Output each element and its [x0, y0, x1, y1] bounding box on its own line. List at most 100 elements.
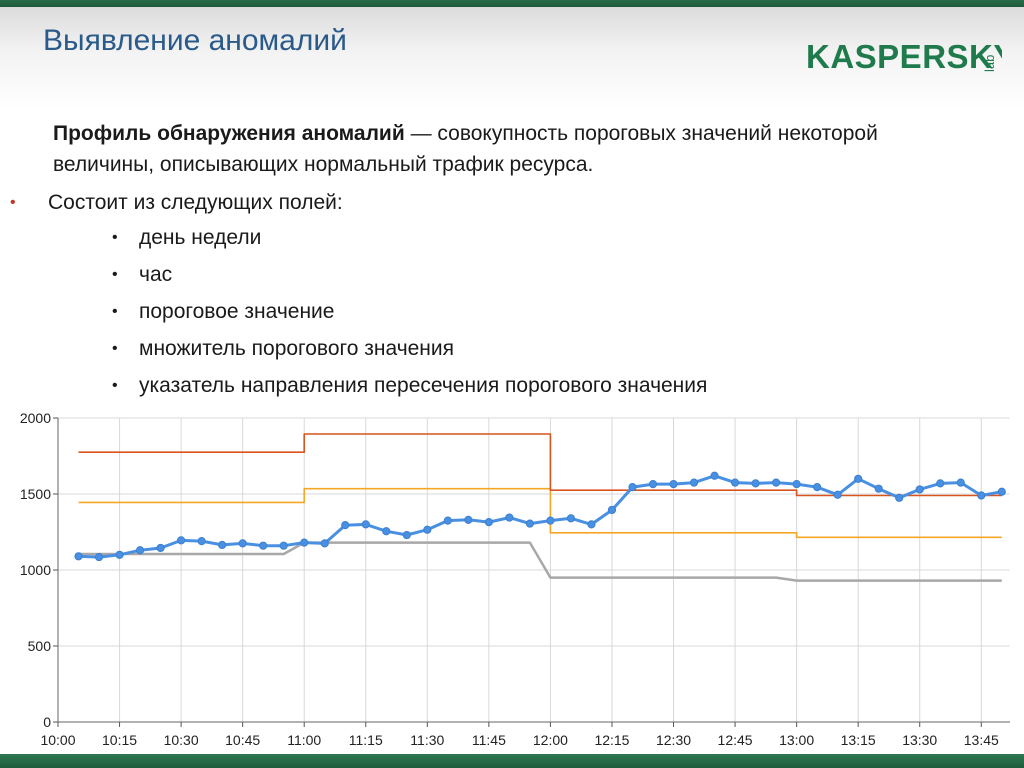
bullet-main: • Состоит из следующих полей:: [10, 189, 990, 217]
field-bullet: •: [112, 303, 118, 320]
kaspersky-logo: KASPERSKY lab: [806, 38, 1002, 75]
top-accent-strip: [0, 0, 1024, 7]
data-point: [792, 480, 801, 489]
data-point: [833, 490, 842, 499]
data-point: [854, 474, 863, 483]
x-tick-label: 10:00: [40, 732, 75, 748]
data-point: [936, 479, 945, 488]
y-tick-label: 2000: [20, 410, 51, 426]
x-tick-label: 13:45: [964, 732, 999, 748]
data-point: [669, 480, 678, 489]
data-point: [464, 515, 473, 524]
data-point: [956, 478, 965, 487]
field-item: • пороговое значение: [112, 298, 992, 335]
field-item: • множитель порогового значения: [112, 335, 992, 372]
data-point: [443, 516, 452, 525]
data-point: [505, 513, 514, 522]
data-point: [218, 540, 227, 550]
x-tick-label: 12:45: [718, 732, 753, 748]
data-point: [361, 520, 370, 529]
x-tick-label: 12:30: [656, 732, 691, 748]
x-tick-label: 11:45: [472, 732, 506, 748]
data-point: [546, 516, 555, 525]
data-point: [710, 471, 719, 480]
data-point: [915, 485, 924, 494]
data-point: [587, 520, 596, 529]
field-item: • день недели: [112, 224, 992, 261]
data-point: [566, 514, 576, 523]
data-point: [525, 519, 534, 528]
data-point: [300, 538, 309, 547]
y-tick-label: 0: [43, 714, 51, 730]
series-lower-threshold-line: [78, 487, 1002, 539]
series-traffic-line: [78, 474, 1003, 559]
data-point: [238, 539, 247, 548]
data-point: [259, 541, 268, 550]
data-point: [997, 487, 1006, 496]
data-point: [94, 552, 104, 562]
data-point: [279, 541, 288, 550]
logo-wordmark: KASPERSKY: [806, 38, 1002, 75]
data-point: [320, 539, 329, 548]
data-point: [74, 552, 83, 561]
series-upper-threshold-line: [78, 433, 1002, 497]
x-tick-label: 10:15: [102, 732, 137, 748]
series-baseline-line: [78, 541, 1002, 582]
field-label: день недели: [139, 226, 262, 249]
data-point: [689, 478, 699, 487]
definition-term: Профиль обнаружения аномалий: [53, 122, 405, 145]
y-tick-label: 500: [28, 638, 52, 654]
field-label: множитель порогового значения: [139, 337, 455, 360]
data-point: [751, 479, 760, 488]
x-tick-label: 10:45: [225, 732, 260, 748]
data-point: [813, 483, 822, 492]
data-point: [197, 537, 206, 546]
x-tick-label: 11:15: [349, 732, 383, 748]
data-point: [895, 493, 904, 502]
x-tick-label: 11:30: [410, 732, 444, 748]
data-point: [648, 480, 658, 489]
field-label: час: [139, 263, 173, 286]
slide-content: Профиль обнаружения аномалий — совокупно…: [10, 118, 992, 409]
x-tick-label: 11:00: [287, 732, 321, 748]
data-point: [730, 478, 740, 487]
data-point: [177, 536, 186, 545]
field-bullet: •: [112, 266, 118, 283]
field-item: • указатель направления пересечения порог…: [112, 372, 992, 409]
chart-svg: 0 500 1000 1500 2000 10:00 10:15 10:30 10:45 11:0…: [20, 410, 1010, 748]
field-label: пороговое значение: [139, 300, 335, 323]
x-tick-label: 13:30: [902, 732, 937, 748]
data-point: [115, 550, 124, 559]
data-point: [977, 491, 986, 500]
slide-title: Выявление аномалий: [43, 24, 347, 57]
definition-paragraph: Профиль обнаружения аномалий — совокупно…: [53, 118, 983, 180]
data-point: [628, 483, 637, 492]
data-point: [402, 530, 411, 540]
x-tick-label: 13:15: [841, 732, 876, 748]
bullet-dot: •: [10, 194, 16, 211]
header-band: [0, 7, 1024, 108]
field-label: указатель направления пересечения порого…: [139, 374, 708, 397]
bullet-text: Состоит из следующих полей:: [48, 191, 343, 214]
data-point: [874, 484, 883, 493]
anomaly-chart: 0 500 1000 1500 2000 10:00 10:15 10:30 10:45 11:0…: [0, 400, 1024, 754]
data-point: [423, 525, 432, 534]
y-tick-label: 1000: [20, 562, 51, 578]
data-point: [484, 518, 493, 527]
fields-list: • день недели • час • пороговое значение • множ…: [112, 224, 992, 409]
x-tick-label: 10:30: [164, 732, 199, 748]
y-tick-label: 1500: [20, 486, 51, 502]
data-point: [341, 521, 350, 530]
field-bullet: •: [112, 229, 118, 246]
data-point: [607, 505, 617, 515]
logo-sub: lab: [982, 55, 997, 72]
data-point: [382, 527, 391, 536]
x-tick-label: 13:00: [779, 732, 814, 748]
x-tick-label: 12:15: [594, 732, 629, 748]
data-point: [156, 543, 165, 553]
field-bullet: •: [112, 377, 118, 394]
x-tick-label: 12:00: [533, 732, 568, 748]
field-item: • час: [112, 261, 992, 298]
footer-strip: [0, 754, 1024, 768]
data-point: [135, 546, 145, 555]
